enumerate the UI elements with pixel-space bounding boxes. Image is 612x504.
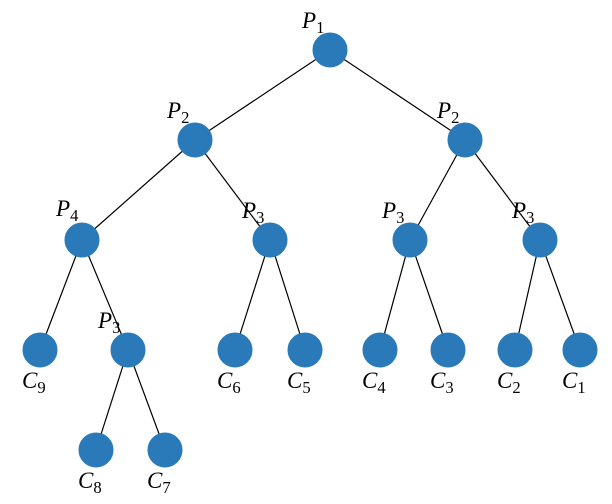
node-label: C9 xyxy=(22,368,46,397)
node-label: C1 xyxy=(562,368,586,397)
tree-node xyxy=(111,333,145,367)
node-label: P2 xyxy=(436,98,459,127)
node-label: C3 xyxy=(430,368,454,397)
node-label: C8 xyxy=(78,468,102,497)
tree-node xyxy=(178,123,212,157)
tree-node xyxy=(23,333,57,367)
tree-node xyxy=(148,433,182,467)
edge xyxy=(540,240,580,350)
labels: P1 P2 P2 P4 P3 P3 P3 C9 P3 C6 C5 C4 C3 C2 C1 C8 C7 xyxy=(22,8,586,497)
edge xyxy=(82,140,195,240)
tree-node xyxy=(65,223,99,257)
node-label: P1 xyxy=(301,8,324,37)
edge xyxy=(195,50,330,140)
tree-node xyxy=(523,223,557,257)
node-label: P4 xyxy=(55,196,79,225)
tree-node xyxy=(431,333,465,367)
tree-node xyxy=(79,433,113,467)
node-label: C4 xyxy=(362,368,386,397)
edge xyxy=(330,50,465,140)
node-label: C2 xyxy=(497,368,521,397)
node-label: P3 xyxy=(381,198,404,227)
node-label: C6 xyxy=(217,368,241,397)
nodes xyxy=(23,33,597,467)
tree-node xyxy=(563,333,597,367)
node-label: C7 xyxy=(147,468,171,497)
tree-node xyxy=(448,123,482,157)
tree-node xyxy=(363,333,397,367)
tree-node xyxy=(253,223,287,257)
edge xyxy=(82,240,128,350)
node-label: P2 xyxy=(166,98,189,127)
node-label: C5 xyxy=(287,368,311,397)
tree-diagram: P1 P2 P2 P4 P3 P3 P3 C9 P3 C6 C5 C4 C3 C2 C1 C8 C7 xyxy=(0,0,612,504)
tree-node xyxy=(393,223,427,257)
tree-node xyxy=(288,333,322,367)
node-label: P3 xyxy=(97,308,120,337)
tree-node xyxy=(218,333,252,367)
node-label: P3 xyxy=(241,198,264,227)
edge xyxy=(40,240,82,350)
node-label: P3 xyxy=(511,198,534,227)
tree-node xyxy=(498,333,532,367)
tree-node xyxy=(313,33,347,67)
